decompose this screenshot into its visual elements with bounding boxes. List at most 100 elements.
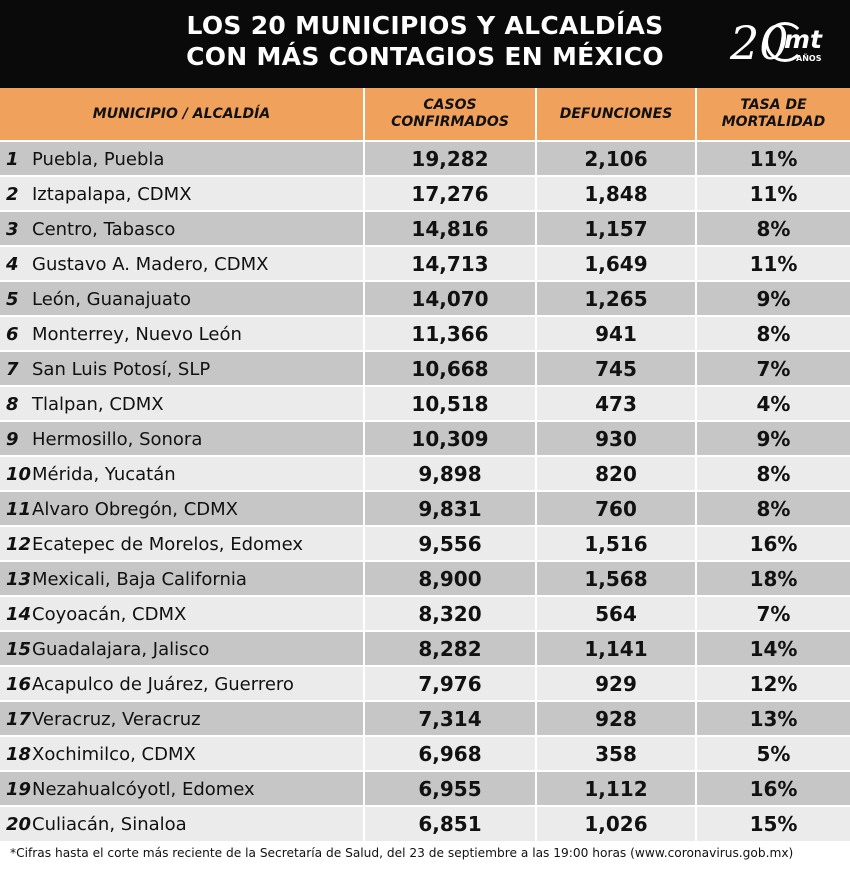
municipio-name: Culiacán, Sinaloa [32,814,187,835]
casos-confirmados-cell: 8,900 [364,560,537,596]
table-row: 13Mexicali, Baja California 8,900 1,568 18% [0,560,850,596]
municipio-name: Hermosillo, Sonora [32,428,203,450]
rank-number: 20 [6,814,32,835]
municipio-name: Acapulco de Juárez, Guerrero [32,673,294,695]
rank-number: 8 [6,393,19,415]
municipio-cell: 19Nezahualcóyotl, Edomex [0,770,365,806]
tasa-mortalidad-cell: 8% [696,455,850,491]
table-row: 5 León, Guanajuato 14,070 1,265 9% [0,280,850,316]
municipio-name: Centro, Tabasco [32,218,176,240]
rank-number: 9 [6,428,19,450]
municipios-table: MUNICIPIO / ALCALDÍA CASOS CONFIRMADOS D… [0,88,850,841]
municipio-name: Monterrey, Nuevo León [32,323,242,345]
rank-number: 3 [6,218,19,240]
table-row: 9 Hermosillo, Sonora 10,309 930 9% [0,420,850,456]
table-row: 11Alvaro Obregón, CDMX 9,831 760 8% [0,490,850,526]
municipio-name: Puebla, Puebla [32,148,165,170]
rank-number: 14 [6,603,32,625]
municipio-cell: 5 León, Guanajuato [0,280,365,316]
defunciones-cell: 564 [536,595,697,631]
tasa-mortalidad-cell: 8% [696,490,850,526]
defunciones-cell: 745 [536,350,697,386]
title-line-2: CON MÁS CONTAGIOS EN MÉXICO [186,42,664,71]
table-row: 18Xochimilco, CDMX 6,968 358 5% [0,735,850,771]
table-row: 15Guadalajara, Jalisco 8,282 1,141 14% [0,630,850,666]
municipio-cell: 20Culiacán, Sinaloa [0,805,365,841]
tasa-mortalidad-cell: 13% [696,700,850,736]
defunciones-cell: 1,026 [536,805,697,841]
defunciones-cell: 929 [536,665,697,701]
tasa-mortalidad-cell: 11% [696,245,850,281]
municipio-cell: 6 Monterrey, Nuevo León [0,315,365,351]
municipio-cell: 16Acapulco de Juárez, Guerrero [0,665,365,701]
tasa-mortalidad-cell: 16% [696,770,850,806]
casos-confirmados-cell: 6,851 [364,805,537,841]
table-row: 4 Gustavo A. Madero, CDMX 14,713 1,649 11% [0,245,850,281]
municipio-cell: 10Mérida, Yucatán [0,455,365,491]
tasa-mortalidad-cell: 11% [696,140,850,176]
tasa-mortalidad-cell: 8% [696,315,850,351]
casos-confirmados-cell: 17,276 [364,175,537,211]
table-row: 20Culiacán, Sinaloa 6,851 1,026 15% [0,805,850,841]
municipio-name: San Luis Potosí, SLP [32,358,211,380]
casos-confirmados-cell: 9,831 [364,490,537,526]
table-row: 8 Tlalpan, CDMX 10,518 473 4% [0,385,850,421]
rank-number: 4 [6,253,19,275]
municipio-cell: 3 Centro, Tabasco [0,210,365,246]
defunciones-cell: 1,141 [536,630,697,666]
rank-number: 5 [6,288,19,310]
tasa-mortalidad-cell: 7% [696,350,850,386]
casos-confirmados-cell: 10,668 [364,350,537,386]
rank-number: 19 [6,778,32,800]
municipio-name: Mérida, Yucatán [32,463,176,485]
tasa-mortalidad-cell: 4% [696,385,850,421]
municipio-name: Coyoacán, CDMX [32,603,187,625]
tasa-mortalidad-cell: 8% [696,210,850,246]
municipio-name: León, Guanajuato [32,288,191,310]
logo-ring-icon [765,22,805,62]
title-banner: LOS 20 MUNICIPIOS Y ALCALDÍAS CON MÁS CO… [0,0,850,88]
municipio-cell: 15Guadalajara, Jalisco [0,630,365,666]
table-row: 16Acapulco de Juárez, Guerrero 7,976 929 12… [0,665,850,701]
table-row: 12Ecatepec de Morelos, Edomex 9,556 1,516 1… [0,525,850,561]
column-header-municipio: MUNICIPIO / ALCALDÍA [0,88,365,141]
municipio-name: Mexicali, Baja California [32,568,247,590]
municipio-cell: 1 Puebla, Puebla [0,140,365,176]
tasa-mortalidad-cell: 7% [696,595,850,631]
casos-confirmados-cell: 7,976 [364,665,537,701]
logo-suffix: AÑOS [796,54,822,63]
casos-confirmados-cell: 8,282 [364,630,537,666]
municipio-name: Iztapalapa, CDMX [32,183,192,205]
municipio-cell: 4 Gustavo A. Madero, CDMX [0,245,365,281]
table-row: 14Coyoacán, CDMX 8,320 564 7% [0,595,850,631]
defunciones-cell: 1,112 [536,770,697,806]
defunciones-cell: 941 [536,315,697,351]
defunciones-cell: 1,568 [536,560,697,596]
column-header-tasa: TASA DE MORTALIDAD [696,88,850,141]
municipio-cell: 2 Iztapalapa, CDMX [0,175,365,211]
municipio-name: Veracruz, Veracruz [32,708,201,730]
rank-number: 6 [6,323,19,345]
casos-confirmados-cell: 9,898 [364,455,537,491]
defunciones-cell: 1,649 [536,245,697,281]
tasa-mortalidad-cell: 9% [696,420,850,456]
municipio-name: Tlalpan, CDMX [32,393,164,415]
rank-number: 1 [6,148,19,170]
defunciones-cell: 1,265 [536,280,697,316]
casos-confirmados-cell: 10,518 [364,385,537,421]
tasa-mortalidad-cell: 11% [696,175,850,211]
column-header-casos: CASOS CONFIRMADOS [364,88,537,141]
rank-number: 7 [6,358,19,380]
municipio-cell: 8 Tlalpan, CDMX [0,385,365,421]
municipio-name: Alvaro Obregón, CDMX [32,498,238,520]
defunciones-cell: 930 [536,420,697,456]
defunciones-cell: 358 [536,735,697,771]
municipio-cell: 9 Hermosillo, Sonora [0,420,365,456]
tasa-mortalidad-cell: 9% [696,280,850,316]
casos-confirmados-cell: 14,816 [364,210,537,246]
municipio-name: Guadalajara, Jalisco [32,638,210,660]
logo-number: 20 [730,16,789,70]
municipio-name: Nezahualcóyotl, Edomex [32,778,255,800]
casos-confirmados-cell: 14,713 [364,245,537,281]
municipio-cell: 12Ecatepec de Morelos, Edomex [0,525,365,561]
